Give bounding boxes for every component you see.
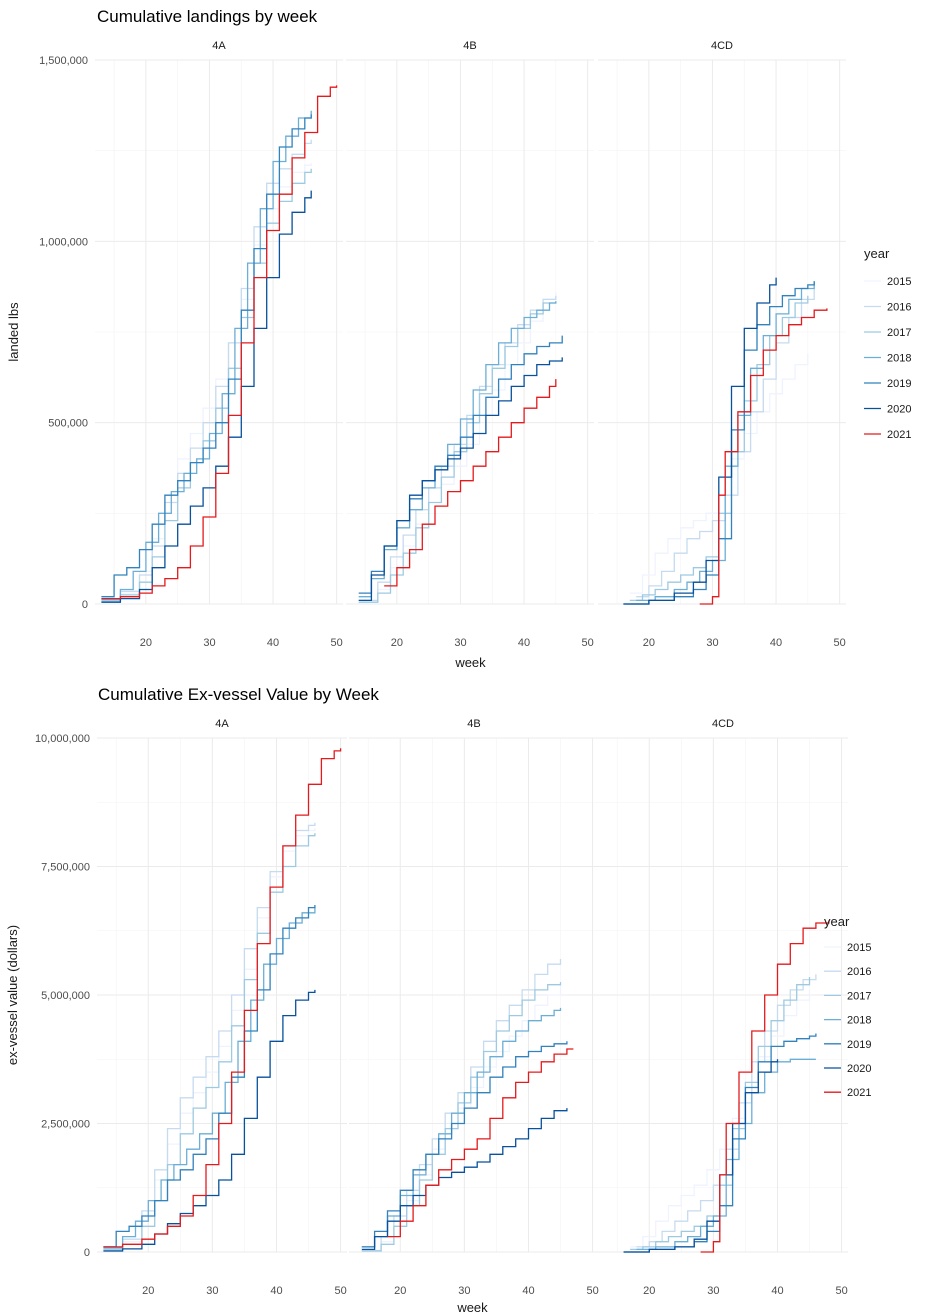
series-line-2019-4CD (623, 281, 815, 605)
y-tick-label: 500,000 (48, 418, 88, 430)
y-tick-label: 0 (82, 599, 88, 611)
x-tick-label: 50 (582, 637, 594, 649)
x-tick-label: 30 (203, 637, 215, 649)
legend-label: 2016 (847, 966, 871, 978)
series-line-2016-4B (361, 959, 562, 1252)
legend-label: 2020 (887, 404, 911, 416)
x-axis-title: week (456, 1300, 488, 1315)
y-tick-label: 10,000,000 (35, 733, 90, 745)
y-axis-title: ex-vessel value (dollars) (5, 925, 20, 1065)
series-line-2020-4B (358, 357, 563, 602)
chart-title: Cumulative Ex-vessel Value by Week (98, 685, 379, 704)
x-tick-label: 20 (142, 1285, 154, 1297)
x-tick-label: 30 (706, 637, 718, 649)
x-tick-label: 30 (458, 1285, 470, 1297)
legend-label: 2017 (847, 990, 871, 1002)
x-tick-label: 50 (331, 637, 343, 649)
series-line-2020-4A (103, 989, 316, 1252)
series-line-2015-4B (358, 292, 557, 603)
series-line-2019-4A (101, 114, 312, 598)
y-tick-label: 2,500,000 (41, 1119, 90, 1131)
x-tick-label: 40 (518, 637, 530, 649)
y-tick-label: 1,500,000 (39, 55, 88, 67)
series-line-2017-4B (358, 301, 557, 603)
x-tick-label: 50 (835, 1285, 847, 1297)
x-tick-label: 30 (707, 1285, 719, 1297)
series-line-2018-4A (103, 907, 316, 1249)
legend-label: 2016 (887, 302, 911, 314)
legend-label: 2019 (847, 1039, 871, 1051)
x-tick-label: 20 (643, 637, 655, 649)
x-axis-title: week (454, 655, 486, 670)
series-line-2018-4CD (636, 281, 815, 602)
x-tick-label: 40 (770, 637, 782, 649)
series-line-2016-4B (358, 295, 557, 602)
x-tick-label: 20 (391, 637, 403, 649)
legend-label: 2017 (887, 327, 911, 339)
y-axis-title: landed lbs (6, 302, 21, 362)
legend-title: year (824, 914, 850, 929)
x-tick-label: 50 (586, 1285, 598, 1297)
x-tick-label: 20 (643, 1285, 655, 1297)
legend-label: 2018 (887, 353, 911, 365)
series-line-2020-4CD (623, 1059, 779, 1253)
legend-label: 2019 (887, 378, 911, 390)
series-line-2021-4CD (699, 308, 828, 605)
facet-label: 4A (212, 40, 226, 52)
series-line-2018-4B (358, 301, 557, 598)
series-line-2021-4B (387, 1048, 574, 1238)
legend-label: 2015 (887, 276, 911, 288)
x-tick-label: 30 (206, 1285, 218, 1297)
y-tick-label: 0 (84, 1247, 90, 1259)
y-tick-label: 1,000,000 (39, 236, 88, 248)
x-tick-label: 40 (267, 637, 279, 649)
x-tick-label: 40 (522, 1285, 534, 1297)
legend-label: 2020 (847, 1063, 871, 1075)
chart-title: Cumulative landings by week (97, 7, 318, 26)
series-line-2021-4A (101, 85, 338, 600)
series-line-2021-4A (103, 748, 342, 1248)
legend-label: 2021 (887, 429, 911, 441)
x-tick-label: 30 (454, 637, 466, 649)
facet-label: 4CD (711, 40, 733, 52)
series-line-2019-4B (361, 1041, 568, 1248)
x-tick-label: 50 (334, 1285, 346, 1297)
series-line-2017-4B (361, 982, 562, 1252)
y-tick-label: 5,000,000 (41, 990, 90, 1002)
series-line-2015-4CD (630, 989, 811, 1248)
legend-label: 2018 (847, 1015, 871, 1027)
legend-title: year (864, 246, 890, 261)
x-tick-label: 20 (140, 637, 152, 649)
series-line-2021-4CD (700, 920, 830, 1253)
x-tick-label: 20 (394, 1285, 406, 1297)
series-line-2021-4B (384, 379, 557, 587)
facet-label: 4B (463, 40, 476, 52)
facet-label: 4CD (712, 718, 734, 730)
x-tick-label: 50 (834, 637, 846, 649)
series-line-2020-4B (361, 1108, 568, 1251)
x-tick-label: 40 (270, 1285, 282, 1297)
series-line-2017-4A (103, 833, 316, 1251)
legend-label: 2021 (847, 1087, 871, 1099)
series-line-2020-4A (101, 190, 312, 603)
legend-label: 2015 (847, 942, 871, 954)
series-line-2018-4A (101, 110, 312, 601)
y-tick-label: 7,500,000 (41, 862, 90, 874)
series-line-2020-4CD (623, 277, 777, 605)
facet-label: 4B (467, 718, 480, 730)
x-tick-label: 40 (771, 1285, 783, 1297)
facet-label: 4A (215, 718, 229, 730)
